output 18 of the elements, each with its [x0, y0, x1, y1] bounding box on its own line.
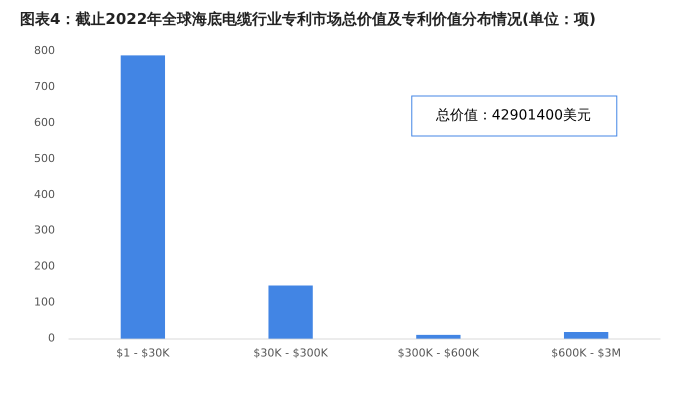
- chart-title: 图表4：截止2022年全球海底电缆行业专利市场总价值及专利价值分布情况(单位：项): [20, 10, 596, 28]
- x-tick-label: $600K - $3M: [551, 346, 621, 360]
- y-tick-label: 700: [34, 80, 55, 93]
- bar: [120, 55, 166, 339]
- y-tick-label: 200: [34, 260, 55, 273]
- y-tick-label: 600: [34, 116, 55, 129]
- y-tick-label: 400: [34, 188, 55, 201]
- x-tick-label: $1 - $30K: [116, 346, 170, 360]
- bar: [268, 286, 313, 339]
- bar: [564, 332, 608, 339]
- x-tick-label: $30K - $300K: [253, 346, 329, 360]
- y-tick-label: 300: [34, 224, 55, 237]
- x-tick-label: $300K - $600K: [398, 346, 480, 360]
- y-tick-label: 100: [34, 296, 55, 309]
- annotation: 总价值：42901400美元: [434, 108, 592, 124]
- y-tick-label: 500: [34, 152, 55, 165]
- y-tick-label: 0: [48, 332, 55, 345]
- y-tick-label: 800: [34, 44, 55, 57]
